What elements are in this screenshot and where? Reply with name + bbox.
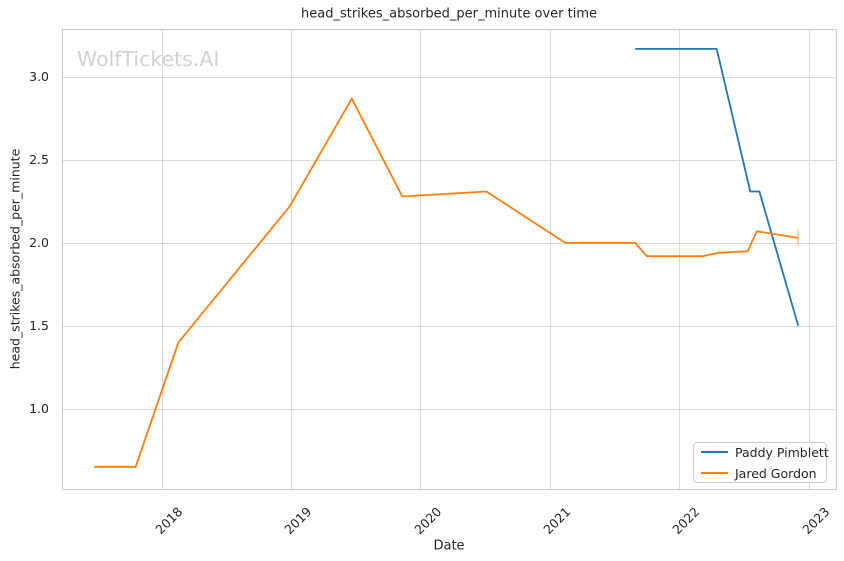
series-line-jared-gordon — [94, 97, 799, 468]
legend-line-swatch-paddy-pimblett — [701, 451, 728, 453]
y-tick-label: 1.5 — [29, 317, 49, 333]
y-axis-label: head_strikes_absorbed_per_minute — [7, 148, 23, 370]
y-tick-label: 1.0 — [29, 400, 49, 416]
legend-entry: Paddy Pimblett — [701, 445, 829, 460]
legend-entry: Jared Gordon — [701, 466, 819, 481]
y-tick-label: 2.5 — [29, 152, 49, 167]
legend-label: Jared Gordon — [735, 465, 817, 481]
series-line-paddy-pimblett — [635, 48, 800, 327]
watermark-text: WolfTickets.AI — [77, 47, 220, 71]
y-tick-label: 2.0 — [29, 234, 49, 250]
axes-border — [62, 29, 837, 490]
legend: Paddy Pimblett Jared Gordon — [693, 442, 829, 483]
chart-title: head_strikes_absorbed_per_minute over ti… — [301, 6, 597, 22]
legend-label: Paddy Pimblett — [735, 444, 829, 460]
y-tick-label: 3.0 — [29, 69, 49, 85]
legend-line-swatch-jared-gordon — [701, 472, 728, 474]
x-axis-label: Date — [433, 538, 465, 554]
